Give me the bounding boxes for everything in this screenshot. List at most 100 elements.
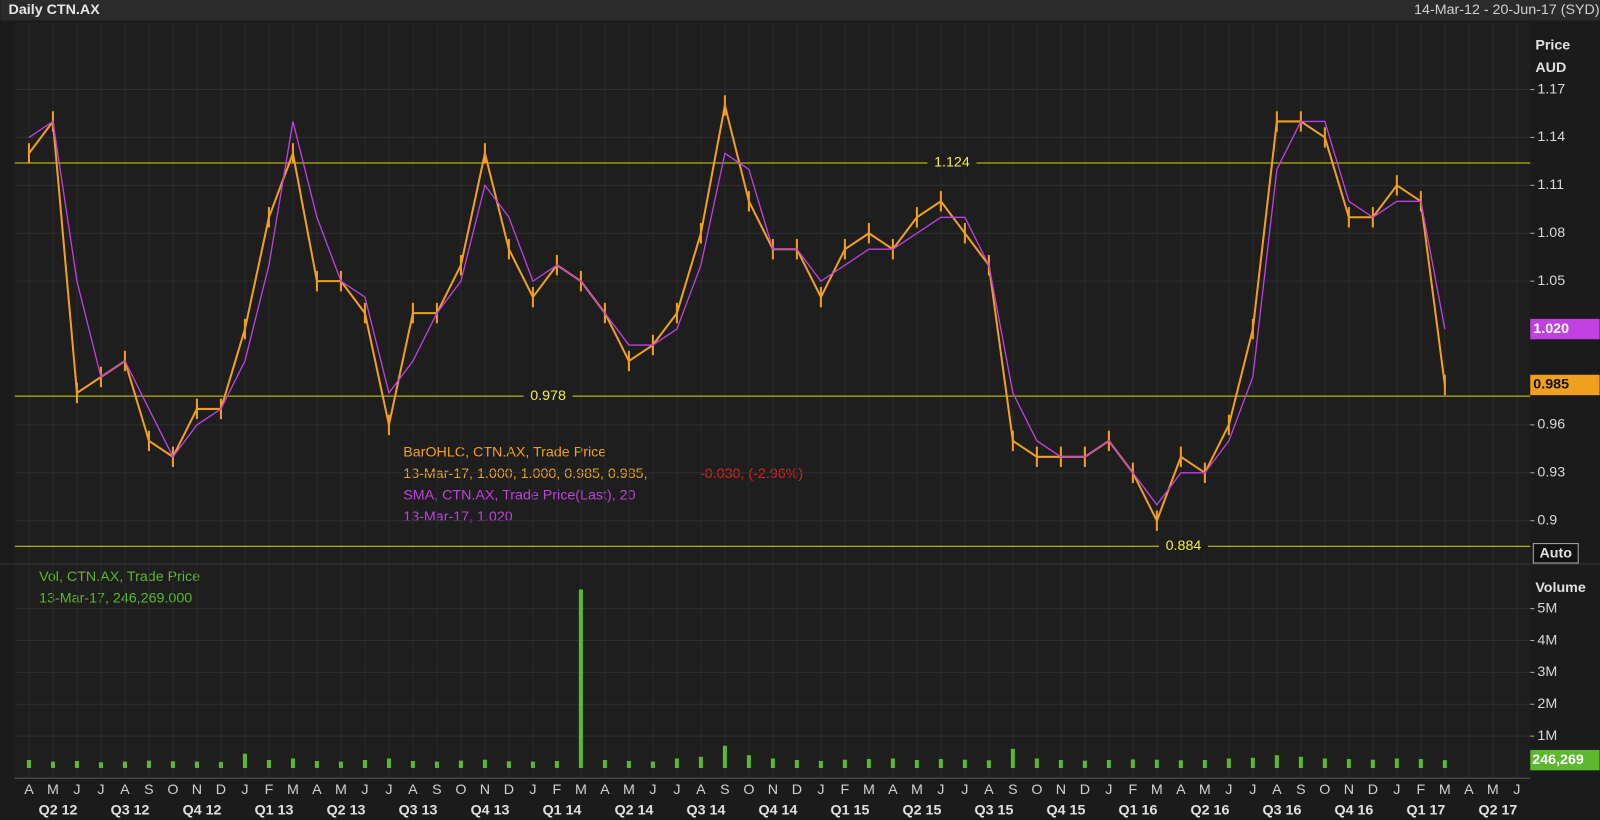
volume-bar <box>1274 755 1279 768</box>
volume-bar <box>1154 759 1159 768</box>
last-value-badge <box>1530 374 1600 396</box>
x-tick-label: J <box>673 782 680 798</box>
volume-bar <box>242 753 247 768</box>
quarter-label: Q3 14 <box>687 803 726 819</box>
reference-label-bg <box>1159 537 1208 556</box>
date-range: 14-Mar-12 - 20-Jun-17 (SYD) <box>1414 2 1600 18</box>
x-tick-label: M <box>47 782 59 798</box>
x-tick-label: N <box>192 782 202 798</box>
x-tick-label: M <box>335 782 347 798</box>
volume-bar <box>218 761 223 768</box>
legend-volume: Vol, CTN.AX, Trade Price <box>39 569 200 585</box>
volume-bar <box>266 760 271 768</box>
volume-bar <box>146 760 151 768</box>
auto-label[interactable]: Auto <box>1540 546 1573 562</box>
x-tick-label: M <box>911 782 923 798</box>
volume-bar <box>1298 756 1303 768</box>
volume-bar <box>482 759 487 768</box>
volume-bar <box>1106 760 1111 768</box>
volume-bar <box>794 760 799 768</box>
volume-bar <box>434 761 439 768</box>
volume-bar <box>914 760 919 768</box>
y-axis-unit: AUD <box>1535 60 1566 76</box>
x-tick-label: M <box>863 782 875 798</box>
volume-bar <box>98 762 103 768</box>
x-tick-label: M <box>623 782 635 798</box>
x-tick-label: O <box>1319 782 1330 798</box>
legend-ohlc-change: -0.030, (-2.96%) <box>700 466 803 482</box>
volume-bar <box>410 760 415 768</box>
reference-label: 0.978 <box>530 388 566 404</box>
quarter-label: Q3 16 <box>1263 803 1302 819</box>
reference-label-bg <box>523 386 573 406</box>
y-tick-label: 4M <box>1537 632 1557 648</box>
x-tick-label: D <box>504 782 514 798</box>
legend-volume-info: 13-Mar-17, 246,269.000 <box>39 590 192 606</box>
x-tick-label: J <box>961 782 968 798</box>
x-tick-label: M <box>1487 782 1499 798</box>
volume-bar <box>386 758 391 768</box>
volume-bar <box>26 760 31 768</box>
x-tick-label: O <box>167 782 178 798</box>
y-tick-label: 1.08 <box>1537 225 1565 241</box>
volume-bar <box>554 760 559 768</box>
volume-bar <box>1370 759 1375 768</box>
x-tick-label: A <box>1272 782 1282 798</box>
x-tick-label: J <box>1225 782 1232 798</box>
volume-bar <box>362 760 367 768</box>
x-tick-label: S <box>432 782 442 798</box>
volume-bar <box>1202 760 1207 768</box>
volume-bar <box>314 760 319 768</box>
last-volume-badge <box>1530 749 1600 771</box>
volume-bar <box>866 759 871 768</box>
x-tick-label: J <box>73 782 80 798</box>
x-tick-label: M <box>575 782 587 798</box>
volume-bar <box>1250 757 1255 768</box>
volume-bar <box>938 759 943 768</box>
volume-bar <box>1346 759 1351 768</box>
x-tick-label: J <box>1393 782 1400 798</box>
x-tick-label: S <box>144 782 154 798</box>
x-tick-label: M <box>1439 782 1451 798</box>
volume-bar <box>1130 759 1135 768</box>
volume-bar <box>818 760 823 768</box>
x-tick-label: A <box>1464 782 1474 798</box>
chart-title: Daily CTN.AX <box>9 2 101 18</box>
x-tick-label: O <box>455 782 466 798</box>
quarter-label: Q1 16 <box>1119 803 1158 819</box>
x-tick-label: J <box>937 782 944 798</box>
volume-bar <box>1442 760 1447 768</box>
y-tick-label: 0.93 <box>1537 465 1565 481</box>
quarter-label: Q1 13 <box>255 803 294 819</box>
series-line <box>28 120 1446 506</box>
x-tick-label: D <box>792 782 802 798</box>
quarter-label: Q4 16 <box>1335 803 1374 819</box>
title-bar <box>0 0 1600 21</box>
x-tick-label: A <box>984 782 994 798</box>
quarter-label: Q2 13 <box>327 803 366 819</box>
volume-bar <box>338 761 343 768</box>
y-tick-label: 2M <box>1537 696 1557 712</box>
quarter-label: Q3 13 <box>399 803 438 819</box>
y-tick-label: 1.05 <box>1537 273 1565 289</box>
quarter-label: Q3 12 <box>111 803 150 819</box>
legend-sma: SMA, CTN.AX, Trade Price(Last), 20 <box>403 487 635 503</box>
volume-bar <box>1178 760 1183 768</box>
volume-bar <box>1394 758 1399 768</box>
quarter-label: Q4 13 <box>471 803 510 819</box>
volume-bar <box>458 760 463 768</box>
x-tick-label: A <box>24 782 34 798</box>
x-tick-label: J <box>817 782 824 798</box>
volume-bar <box>1418 759 1423 768</box>
x-tick-label: J <box>1513 782 1520 798</box>
auto-button[interactable] <box>1532 543 1579 564</box>
x-tick-label: M <box>1151 782 1163 798</box>
quarter-label: Q1 15 <box>831 803 870 819</box>
quarter-label: Q2 17 <box>1479 803 1518 819</box>
x-tick-label: M <box>287 782 299 798</box>
volume-bar <box>962 759 967 768</box>
x-tick-label: A <box>888 782 898 798</box>
volume-bar <box>698 756 703 768</box>
y-tick-label: 1.14 <box>1537 129 1565 145</box>
